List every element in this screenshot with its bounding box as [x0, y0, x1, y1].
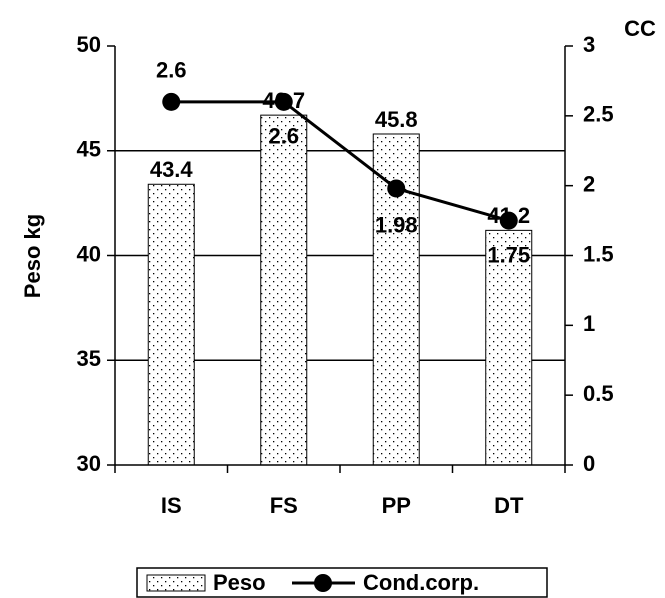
- line-value-label: 1.75: [487, 242, 530, 267]
- bar-value-label: 43.4: [150, 157, 194, 182]
- line-marker: [162, 92, 181, 111]
- line-value-label: 2.6: [268, 124, 299, 149]
- legend-marker: [314, 574, 332, 592]
- line-marker: [387, 179, 406, 198]
- y-tick-label: 40: [77, 241, 101, 266]
- x-tick-label: FS: [270, 493, 298, 518]
- bar: [485, 229, 533, 466]
- y-tick-label: 35: [77, 346, 101, 371]
- y2-tick-label: 2: [583, 171, 595, 196]
- y-tick-label: 45: [77, 137, 101, 162]
- y-tick-label: 50: [77, 32, 101, 57]
- line-value-label: 1.98: [375, 212, 418, 237]
- bar-value-label: 45.8: [375, 107, 418, 132]
- bar: [260, 114, 308, 466]
- y-tick-label: 30: [77, 451, 101, 476]
- line-marker: [499, 211, 518, 230]
- line-marker: [274, 92, 293, 111]
- x-tick-label: PP: [382, 493, 411, 518]
- legend-swatch: [146, 574, 206, 592]
- bar: [147, 183, 195, 466]
- y2-tick-label: 0: [583, 451, 595, 476]
- y2-axis-label: CC: [624, 16, 656, 41]
- y2-tick-label: 1.5: [583, 241, 614, 266]
- y-axis-label: Peso kg: [20, 214, 45, 298]
- x-tick-label: IS: [161, 493, 182, 518]
- y2-tick-label: 2.5: [583, 102, 614, 127]
- y2-tick-label: 3: [583, 32, 595, 57]
- x-tick-label: DT: [494, 493, 524, 518]
- line-value-label: 2.6: [156, 58, 187, 83]
- y2-tick-label: 1: [583, 311, 595, 336]
- y2-tick-label: 0.5: [583, 381, 614, 406]
- line: [171, 100, 510, 223]
- legend-label: Cond.corp.: [363, 570, 479, 595]
- legend-label: Peso: [213, 570, 266, 595]
